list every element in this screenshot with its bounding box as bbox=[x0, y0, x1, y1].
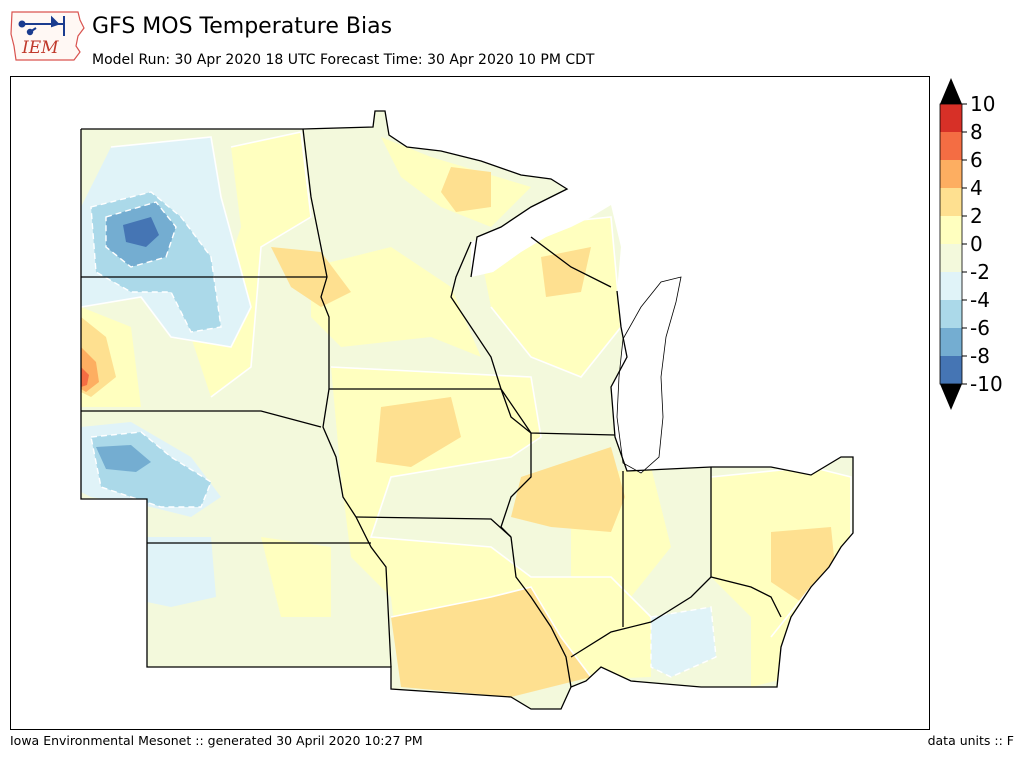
lake-michigan bbox=[616, 276, 682, 474]
colorbar-tick-label: 4 bbox=[970, 176, 983, 200]
colorbar-tick-label: 2 bbox=[970, 204, 983, 228]
bias-region-minus6-minus8 bbox=[96, 445, 151, 472]
colorbar-bin bbox=[940, 188, 962, 216]
colorbar-overflow-arrow-bottom bbox=[940, 384, 962, 410]
border-mn-west bbox=[302, 128, 330, 389]
weather-station-icon bbox=[18, 15, 65, 36]
state-borders bbox=[80, 110, 854, 710]
colorbar-overflow-arrow-top bbox=[940, 78, 962, 104]
contour-line bbox=[490, 216, 622, 378]
map-title: GFS MOS Temperature Bias bbox=[92, 14, 393, 39]
colorbar-bin bbox=[940, 160, 962, 188]
map-subtitle: Model Run: 30 Apr 2020 18 UTC Forecast T… bbox=[92, 52, 595, 68]
footer-credit: Iowa Environmental Mesonet :: generated … bbox=[10, 733, 423, 748]
contour-line-dashed bbox=[105, 201, 177, 268]
colorbar-tick-label: -10 bbox=[970, 372, 1003, 396]
colorbar-tick-label: -4 bbox=[970, 288, 990, 312]
colorbar-bin bbox=[940, 216, 962, 244]
border-wi-mi-up bbox=[530, 236, 612, 288]
colorbar-tick-label: 0 bbox=[970, 232, 983, 256]
contour-line-dashed bbox=[90, 191, 222, 333]
colorbar-bin bbox=[940, 300, 962, 328]
negative-contour-lines bbox=[90, 191, 717, 678]
contour-line bbox=[330, 366, 652, 618]
colorbar-bin bbox=[940, 244, 962, 272]
bias-region-minus8-minus10 bbox=[123, 217, 159, 247]
bias-region-minus2-minus4 bbox=[147, 537, 216, 607]
colorbar-bin bbox=[940, 356, 962, 384]
bias-region-4-6 bbox=[681, 305, 711, 339]
colorbar-svg: 10 8 6 4 2 0 -2 -4 -6 -8 -10 bbox=[939, 78, 1003, 410]
colorbar-bin bbox=[940, 272, 962, 300]
colorbar-tick-label: -8 bbox=[970, 344, 990, 368]
border-mo-west bbox=[355, 516, 392, 668]
colorbar-tick-label: 10 bbox=[970, 92, 995, 116]
bias-region-6-8 bbox=[81, 367, 89, 387]
bias-region-2-4 bbox=[511, 447, 625, 532]
contour-line bbox=[210, 131, 312, 398]
map-panel bbox=[10, 76, 930, 730]
footer-units: data units :: F bbox=[927, 733, 1014, 748]
border-mo-il bbox=[510, 536, 572, 688]
colorbar-tick-label: -2 bbox=[970, 260, 990, 284]
colorbar-legend: 10 8 6 4 2 0 -2 -4 -6 -8 -10 bbox=[934, 76, 1024, 696]
contour-line bbox=[81, 136, 252, 348]
bias-region-minus2-minus4 bbox=[651, 607, 716, 677]
colorbar-tick-label: 8 bbox=[970, 120, 983, 144]
border-ia-west bbox=[322, 388, 357, 518]
map-canvas bbox=[80, 110, 854, 710]
contour-line-dashed bbox=[650, 606, 717, 678]
colorbar-bin bbox=[940, 328, 962, 356]
border-mn-wi bbox=[450, 241, 502, 390]
map-outline bbox=[80, 110, 854, 710]
bias-region-0-2 bbox=[751, 597, 811, 687]
colorbar-tick-label: 6 bbox=[970, 148, 983, 172]
lake-superior bbox=[471, 195, 611, 277]
iem-logo: IEM bbox=[8, 6, 86, 64]
bias-region-2-4 bbox=[391, 587, 591, 697]
bias-region-2-4 bbox=[541, 247, 591, 297]
bias-region-0-2 bbox=[311, 247, 481, 357]
border-ohio-river bbox=[570, 576, 782, 658]
contour-line bbox=[390, 586, 592, 678]
bias-region-2-4 bbox=[376, 397, 461, 467]
border-ia-il bbox=[500, 388, 532, 538]
colorbar-bin bbox=[940, 104, 962, 132]
bias-region-0-2 bbox=[261, 537, 331, 617]
border-sd-ne bbox=[81, 410, 322, 428]
bias-region-2-4 bbox=[441, 167, 491, 212]
colorbar-bin bbox=[940, 132, 962, 160]
colorbar-tick-label: -6 bbox=[970, 316, 990, 340]
logo-text: IEM bbox=[21, 38, 59, 58]
